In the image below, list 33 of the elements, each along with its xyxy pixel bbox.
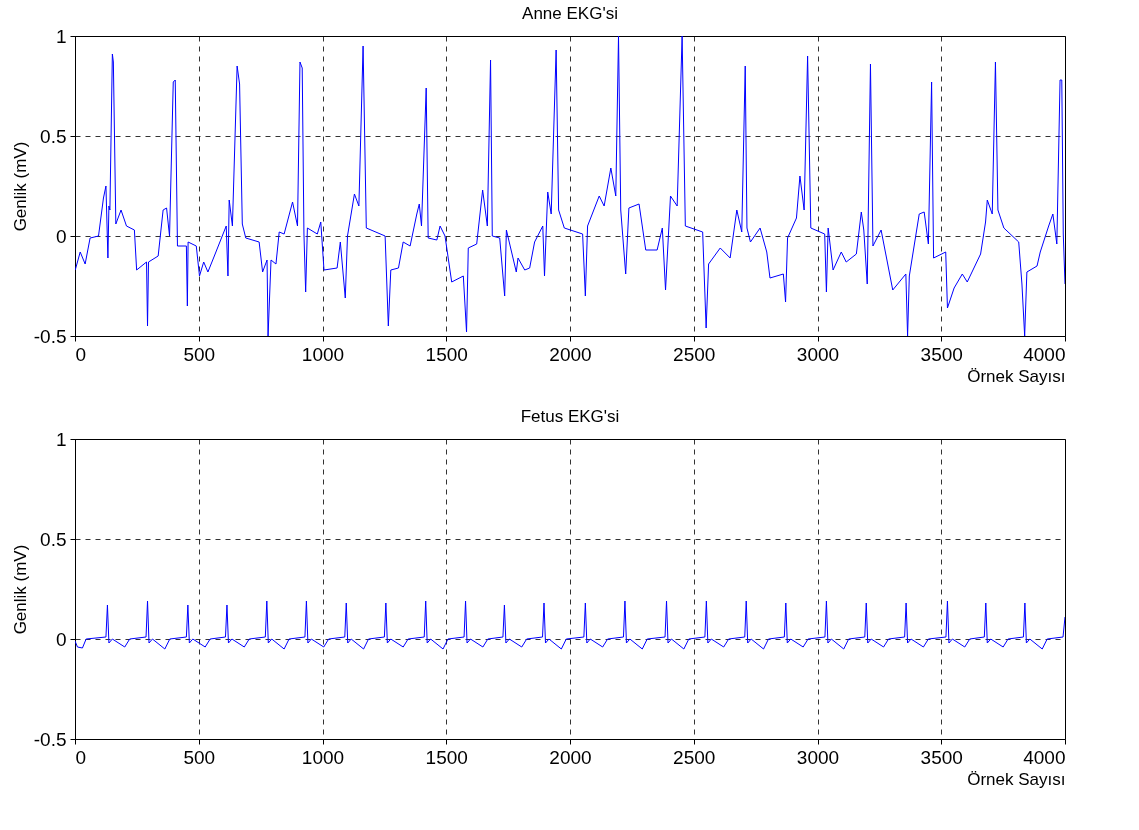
x-tick-label: 2500 (673, 343, 716, 365)
x-tick-label: 500 (183, 343, 216, 365)
x-tick-label: 3500 (920, 343, 963, 365)
x-tick-label: 2000 (549, 343, 592, 365)
y-axis-title: Genlik (mV) (10, 544, 30, 635)
y-tick-label: 1 (55, 25, 67, 47)
x-tick-label: 3500 (920, 746, 963, 768)
x-tick-label: 3000 (796, 343, 840, 365)
x-axis-title: Örnek Sayısı (967, 366, 1066, 386)
y-axis-title: Genlik (mV) (10, 141, 30, 232)
x-tick-label: 1500 (425, 343, 468, 365)
x-tick-label: 1000 (301, 343, 345, 365)
line-series (75, 600, 1065, 650)
y-tick-label: 0 (55, 225, 67, 247)
y-tick-label: 0.5 (40, 125, 67, 147)
x-axis-title: Örnek Sayısı (967, 769, 1066, 789)
x-tick-label: 4000 (1023, 746, 1066, 768)
y-tick-label: 1 (55, 428, 67, 450)
x-tick-label: 0 (75, 343, 87, 365)
y-tick-label: 0 (55, 628, 67, 650)
y-tick-label: -0.5 (33, 325, 67, 347)
x-tick-label: 3000 (796, 746, 840, 768)
y-tick-label: -0.5 (33, 728, 67, 750)
x-tick-label: 4000 (1023, 343, 1066, 365)
x-tick-label: 2500 (673, 746, 716, 768)
x-tick-label: 1000 (301, 746, 345, 768)
x-tick-label: 2000 (549, 746, 592, 768)
chart-title: Fetus EKG'si (520, 407, 620, 426)
chart-title: Anne EKG'si (522, 4, 618, 23)
x-tick-label: 1500 (425, 746, 468, 768)
y-tick-label: 0.5 (40, 528, 67, 550)
x-tick-label: 0 (75, 746, 87, 768)
x-tick-label: 500 (183, 746, 216, 768)
